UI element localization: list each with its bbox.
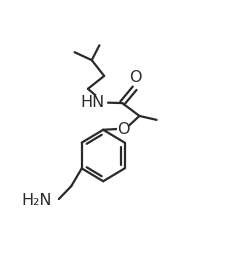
Text: H₂N: H₂N bbox=[22, 192, 52, 208]
Text: O: O bbox=[117, 122, 129, 137]
Text: O: O bbox=[129, 70, 142, 85]
Text: HN: HN bbox=[80, 95, 104, 110]
